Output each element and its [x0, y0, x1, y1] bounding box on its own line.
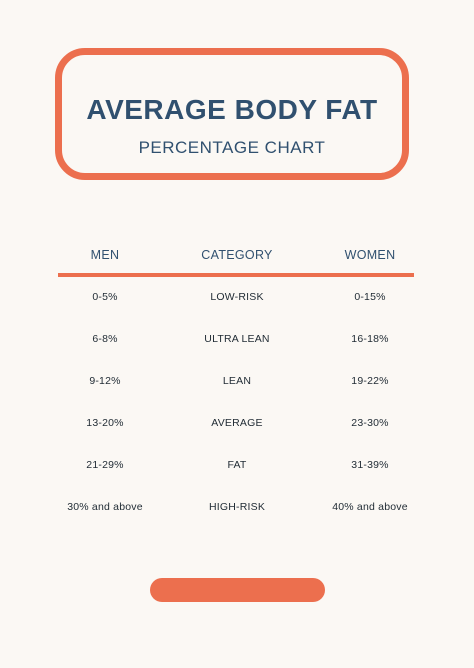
category-label: LOW-RISK: [210, 291, 264, 303]
women-range: 19-22%: [351, 375, 389, 387]
body-fat-table: MEN CATEGORY WOMEN 0-5% LOW-RISK 0-15% 6…: [58, 243, 414, 513]
women-range: 0-15%: [354, 291, 386, 303]
column-header-category: CATEGORY: [201, 248, 273, 262]
category-label: AVERAGE: [211, 417, 263, 429]
column-header-men: MEN: [90, 248, 120, 262]
women-range: 16-18%: [351, 333, 389, 345]
category-label: HIGH-RISK: [208, 501, 266, 513]
table-body: 0-5% LOW-RISK 0-15% 6-8% ULTRA LEAN 16-1…: [58, 291, 414, 543]
table-row: 21-29% FAT 31-39%: [58, 459, 414, 501]
table-row: 6-8% ULTRA LEAN 16-18%: [58, 333, 414, 375]
men-range: 30% and above: [67, 501, 143, 513]
decorative-footer-bar: [150, 578, 325, 602]
women-range: 31-39%: [351, 459, 389, 471]
women-range: 40% and above: [332, 501, 408, 513]
table-row: 9-12% LEAN 19-22%: [58, 375, 414, 417]
women-range: 23-30%: [351, 417, 389, 429]
page-title: AVERAGE BODY FAT: [86, 94, 378, 125]
table-row: 0-5% LOW-RISK 0-15%: [58, 291, 414, 333]
men-range: 6-8%: [92, 333, 118, 345]
category-label: FAT: [227, 459, 247, 471]
men-range: 13-20%: [86, 417, 124, 429]
header-divider: [58, 273, 414, 277]
men-range: 9-12%: [89, 375, 121, 387]
title-frame: AVERAGE BODY FAT PERCENTAGE CHART: [55, 48, 409, 180]
table-row: 13-20% AVERAGE 23-30%: [58, 417, 414, 459]
category-label: LEAN: [222, 375, 252, 387]
category-label: ULTRA LEAN: [204, 333, 270, 345]
men-range: 21-29%: [86, 459, 124, 471]
men-range: 0-5%: [92, 291, 118, 303]
page-subtitle: PERCENTAGE CHART: [138, 138, 326, 157]
table-row: 30% and above HIGH-RISK 40% and above: [58, 501, 414, 543]
column-header-women: WOMEN: [344, 248, 396, 262]
table-header: MEN CATEGORY WOMEN: [58, 243, 414, 271]
